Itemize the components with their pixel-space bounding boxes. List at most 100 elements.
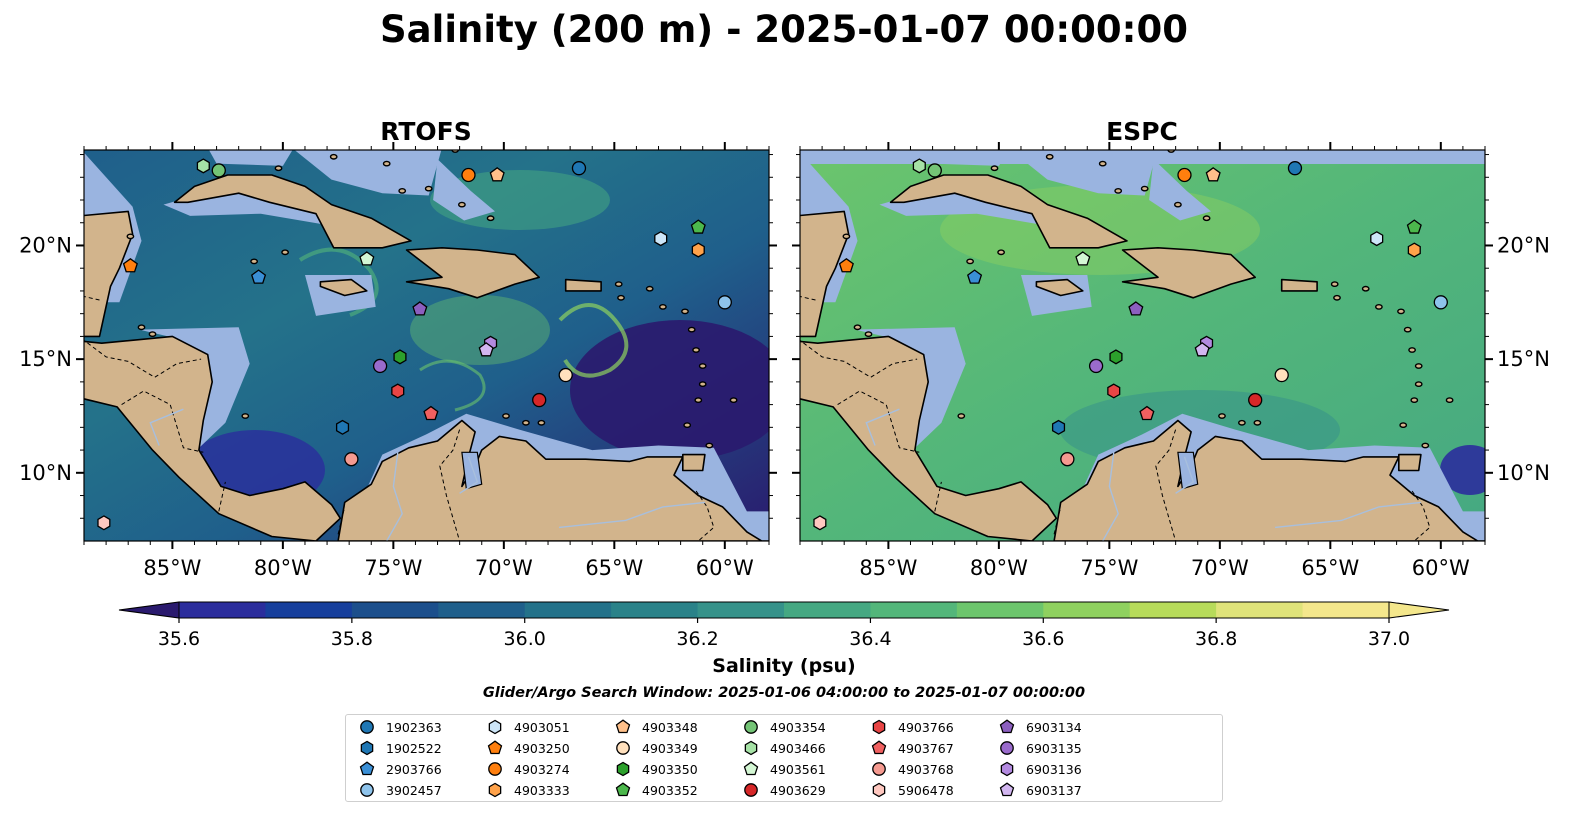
legend-marker-shape (488, 762, 502, 776)
legend-label: 4903629 (770, 782, 826, 798)
espc-small-island (957, 413, 966, 419)
espc-puerto-rico-landmass (1280, 278, 1318, 292)
espc-map-panel: ESPC 85°W 80°W 75°W 70°W 65°W 60°W 20°N 15°N 10°… (792, 117, 1550, 580)
legend-marker-shape (488, 719, 502, 735)
colorbar-segment (611, 602, 699, 618)
legend-item: 4903250 (486, 739, 570, 757)
legend-label: 1902363 (386, 719, 442, 735)
x-tick-label: 70°W (475, 556, 533, 580)
platform-marker-4903349 (558, 367, 573, 383)
rtofs-small-island (241, 413, 250, 419)
colorbar-tick-label: 36.8 (1195, 628, 1237, 650)
colorbar-segment (784, 602, 872, 618)
legend-label: 4903349 (642, 740, 698, 756)
legend-marker-shape (999, 719, 1015, 734)
rtofs-small-island (137, 324, 146, 331)
figure-title: Salinity (200 m) - 2025-01-07 00:00:00 (380, 8, 1188, 51)
platform-marker-4903333 (1407, 242, 1421, 258)
x-tick-label: 80°W (970, 556, 1028, 580)
espc-small-island (1098, 160, 1107, 167)
legend-item: 4903767 (870, 739, 954, 757)
x-tick-label: 70°W (1191, 556, 1249, 580)
legend-item: 6903134 (998, 718, 1082, 736)
espc-panel-title: ESPC (1106, 117, 1178, 146)
y-tick-label: 10°N (19, 461, 72, 485)
platform-marker-4903766 (1107, 383, 1121, 399)
legend-label: 2903766 (386, 761, 442, 777)
rtofs-small-island (274, 165, 283, 172)
legend-label: 4903354 (770, 719, 826, 735)
rtofs-small-island (281, 249, 289, 256)
legend-item: 4903354 (742, 718, 826, 736)
x-tick-label: 65°W (1301, 556, 1359, 580)
espc-hispaniola-landmass (1121, 247, 1256, 299)
legend-marker-shape (871, 740, 887, 755)
x-tick-label: 60°W (696, 556, 754, 580)
rtofs-fresh-region-east (570, 320, 769, 460)
legend-item: 4903348 (614, 718, 698, 736)
legend-marker-shape (360, 720, 374, 734)
legend-label: 4903333 (514, 782, 570, 798)
rtofs-small-island (729, 397, 738, 403)
x-tick-label: 60°W (1412, 556, 1470, 580)
legend-marker-shape (360, 783, 374, 797)
legend-item: 2903766 (358, 760, 442, 778)
espc-small-island (1421, 442, 1430, 449)
rtofs-country-border (439, 429, 461, 541)
legend-marker-circle (872, 762, 886, 776)
rtofs-country-border (84, 295, 100, 301)
legend-marker-shape (488, 782, 502, 798)
rtofs-central-america-landmass (84, 335, 342, 541)
espc-florida-landmass (946, 127, 995, 147)
espc-river (865, 408, 900, 446)
espc-cuba-shelf (879, 181, 1044, 225)
espc-small-island (966, 258, 974, 265)
espc-small-island (1140, 185, 1149, 192)
legend-marker-hexagon (744, 740, 758, 756)
platform-marker-4903350 (1109, 349, 1123, 365)
platform-marker-4903629 (532, 392, 547, 408)
y-tick-label: 20°N (1497, 233, 1550, 257)
x-tick-label: 75°W (364, 556, 422, 580)
legend-label: 4903766 (898, 719, 954, 735)
rtofs-small-island (645, 285, 654, 292)
espc-small-island (1408, 347, 1417, 353)
espc-cuba-landmass (889, 174, 1128, 249)
espc-small-island (990, 165, 999, 172)
rtofs-river (559, 501, 705, 529)
espc-small-island (1403, 326, 1412, 333)
espc-country-border (934, 481, 942, 512)
colorbar-segment (265, 602, 353, 618)
search-window-subtitle: Glider/Argo Search Window: 2025-01-06 04… (483, 685, 1085, 701)
rtofs-eddy-swirl (558, 303, 629, 378)
legend-label: 6903135 (1026, 740, 1082, 756)
legend-item: 5906478 (870, 781, 954, 799)
platform-marker-4903349 (1274, 367, 1289, 383)
platform-marker-2903766 (966, 269, 983, 284)
legend-marker-circle (616, 741, 630, 755)
colorbar-tick-label: 36.2 (676, 628, 718, 650)
platform-marker-6903137 (1194, 342, 1210, 357)
platform-marker-4903352 (1406, 219, 1422, 234)
legend-marker-shape (359, 761, 375, 776)
legend-marker-shape (616, 761, 630, 777)
legend-item: 4903274 (486, 760, 570, 778)
platform-marker-6903134 (412, 301, 428, 316)
legend-marker-shape (1000, 761, 1014, 777)
espc-small-island (1397, 308, 1405, 315)
platform-marker-4903466 (912, 158, 926, 174)
legend-marker-shape (872, 719, 886, 735)
legend-marker-shape (744, 783, 758, 797)
rtofs-country-border (695, 490, 715, 541)
rtofs-small-island (486, 215, 495, 222)
rtofs-small-island (687, 326, 696, 333)
legend-label: 3902457 (386, 782, 442, 798)
platform-marker-4903768 (1060, 452, 1075, 467)
platform-marker-4903561 (1075, 251, 1091, 266)
espc-small-island (864, 331, 873, 337)
platform-marker-4903629 (1248, 392, 1263, 408)
legend-marker-hexagon (488, 719, 502, 735)
espc-small-island (1333, 294, 1341, 301)
rtofs-small-island (148, 331, 157, 337)
platform-marker-4903767 (423, 405, 439, 421)
